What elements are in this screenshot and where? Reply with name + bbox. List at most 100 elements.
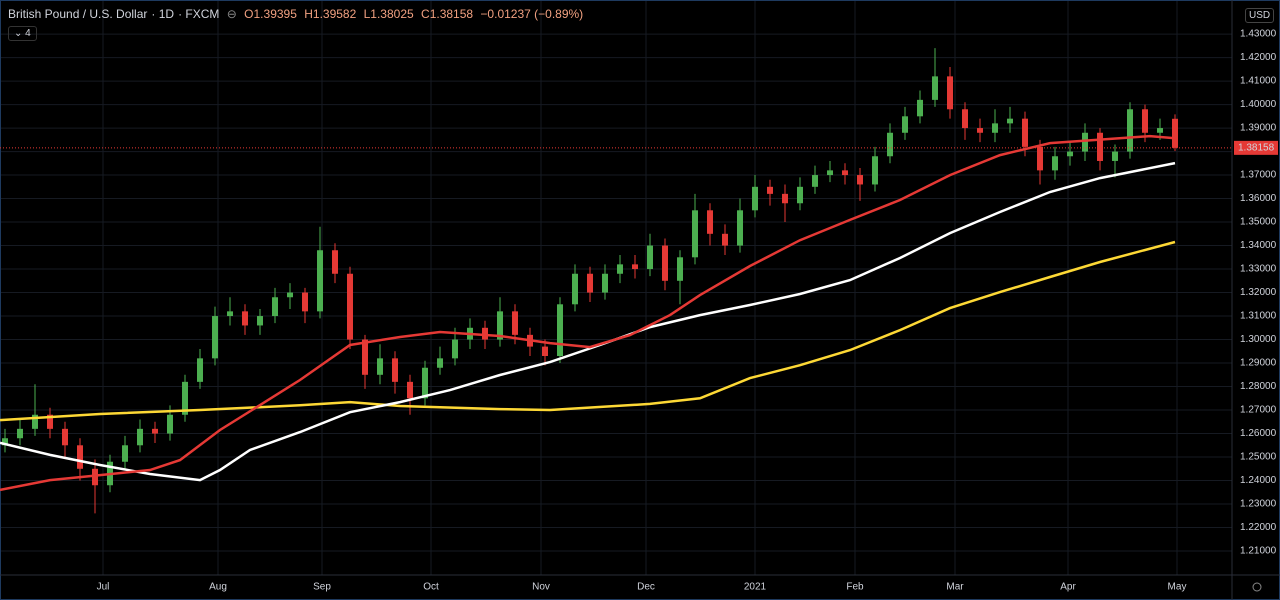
y-tick-label: 1.36000 bbox=[1240, 193, 1277, 204]
candle-body bbox=[797, 186, 803, 204]
x-tick-label: May bbox=[1168, 582, 1187, 593]
candle-body bbox=[857, 175, 863, 185]
y-tick-label: 1.42000 bbox=[1240, 52, 1277, 63]
candle-body bbox=[512, 311, 518, 335]
indicator-toggle[interactable]: ⌄ 4 bbox=[8, 26, 37, 41]
candle-body bbox=[407, 381, 413, 399]
y-tick-label: 1.30000 bbox=[1240, 334, 1277, 345]
y-tick-label: 1.21000 bbox=[1240, 546, 1277, 557]
x-tick-label: Mar bbox=[946, 582, 964, 593]
candle-body bbox=[1037, 146, 1043, 171]
y-tick-label: 1.27000 bbox=[1240, 405, 1277, 416]
interval: 1D bbox=[158, 7, 175, 21]
quote-low: L1.38025 bbox=[363, 7, 414, 21]
candle-body bbox=[1112, 151, 1118, 161]
quote-open: O1.39395 bbox=[244, 7, 297, 21]
candle-body bbox=[497, 311, 503, 340]
y-tick-label: 1.34000 bbox=[1240, 240, 1277, 251]
candle-body bbox=[272, 297, 278, 317]
y-tick-label: 1.29000 bbox=[1240, 358, 1277, 369]
candle-body bbox=[212, 316, 218, 359]
candle-body bbox=[317, 250, 323, 312]
y-tick-label: 1.26000 bbox=[1240, 428, 1277, 439]
indicator-count: 4 bbox=[25, 28, 31, 39]
x-tick-label: Aug bbox=[209, 582, 227, 593]
candle-body bbox=[422, 367, 428, 399]
candle-body bbox=[1007, 118, 1013, 124]
candle-body bbox=[992, 123, 998, 133]
candle-body bbox=[737, 210, 743, 246]
candle-body bbox=[647, 245, 653, 270]
settings-icon[interactable] bbox=[1252, 582, 1262, 592]
y-tick-label: 1.33000 bbox=[1240, 264, 1277, 275]
menu-dot[interactable]: ⊖ bbox=[226, 7, 237, 21]
y-tick-label: 1.22000 bbox=[1240, 522, 1277, 533]
candle-body bbox=[1082, 132, 1088, 152]
last-price-label: 1.38158 bbox=[1238, 142, 1275, 153]
candle-body bbox=[842, 170, 848, 176]
y-tick-label: 1.35000 bbox=[1240, 217, 1277, 228]
candle-body bbox=[947, 76, 953, 110]
candle-body bbox=[77, 445, 83, 469]
candle-body bbox=[602, 273, 608, 293]
y-tick-label: 1.37000 bbox=[1240, 170, 1277, 181]
candle-body bbox=[1, 438, 8, 446]
candle-body bbox=[392, 358, 398, 382]
grid bbox=[0, 0, 1232, 575]
candle-body bbox=[707, 210, 713, 234]
quote-close: C1.38158 bbox=[421, 7, 474, 21]
candle-body bbox=[722, 233, 728, 246]
candle-body bbox=[902, 116, 908, 133]
candle-body bbox=[332, 250, 338, 274]
candle-body bbox=[557, 304, 563, 356]
candle-body bbox=[542, 346, 548, 356]
moving-average-line bbox=[0, 240, 1176, 422]
candle-body bbox=[827, 170, 833, 176]
x-tick-label: Feb bbox=[846, 582, 864, 593]
currency-badge[interactable]: USD bbox=[1245, 8, 1275, 23]
candle-body bbox=[977, 128, 983, 133]
candle-body bbox=[227, 311, 233, 317]
y-tick-label: 1.39000 bbox=[1240, 123, 1277, 134]
legend-header: British Pound / U.S. Dollar · 1D · FXCM ⊖ … bbox=[8, 7, 584, 21]
candle-body bbox=[257, 316, 263, 326]
y-tick-label: 1.40000 bbox=[1240, 99, 1277, 110]
candle-body bbox=[362, 339, 368, 375]
candle-body bbox=[137, 428, 143, 446]
candle-body bbox=[782, 193, 788, 204]
candle-body bbox=[1172, 118, 1178, 148]
candle-body bbox=[437, 358, 443, 368]
candle-body bbox=[302, 292, 308, 312]
candle-body bbox=[182, 381, 188, 415]
candle-body bbox=[632, 264, 638, 270]
x-tick-label: 2021 bbox=[744, 582, 767, 593]
x-tick-label: Nov bbox=[532, 582, 550, 593]
candle-body bbox=[287, 292, 293, 298]
candle-body bbox=[92, 468, 98, 486]
candle-body bbox=[452, 339, 458, 359]
candle-body bbox=[932, 76, 938, 100]
x-tick-label: Apr bbox=[1060, 582, 1076, 593]
y-tick-label: 1.31000 bbox=[1240, 311, 1277, 322]
candle-body bbox=[152, 428, 158, 434]
y-tick-label: 1.28000 bbox=[1240, 381, 1277, 392]
y-tick-label: 1.23000 bbox=[1240, 499, 1277, 510]
candle-body bbox=[1052, 156, 1058, 171]
candle-body bbox=[62, 428, 68, 446]
candle-body bbox=[767, 186, 773, 194]
y-tick-label: 1.41000 bbox=[1240, 76, 1277, 87]
candle-body bbox=[692, 210, 698, 258]
candle-body bbox=[1097, 132, 1103, 161]
candle-body bbox=[17, 428, 23, 439]
candle-body bbox=[872, 156, 878, 185]
candle-body bbox=[482, 327, 488, 340]
candle-body bbox=[617, 264, 623, 274]
symbol: British Pound / U.S. Dollar bbox=[8, 7, 148, 21]
candle-body bbox=[1142, 109, 1148, 133]
candle-body bbox=[1067, 151, 1073, 157]
source: FXCM bbox=[185, 7, 220, 21]
candle-body bbox=[1127, 109, 1133, 152]
x-tick-label: Dec bbox=[637, 582, 655, 593]
